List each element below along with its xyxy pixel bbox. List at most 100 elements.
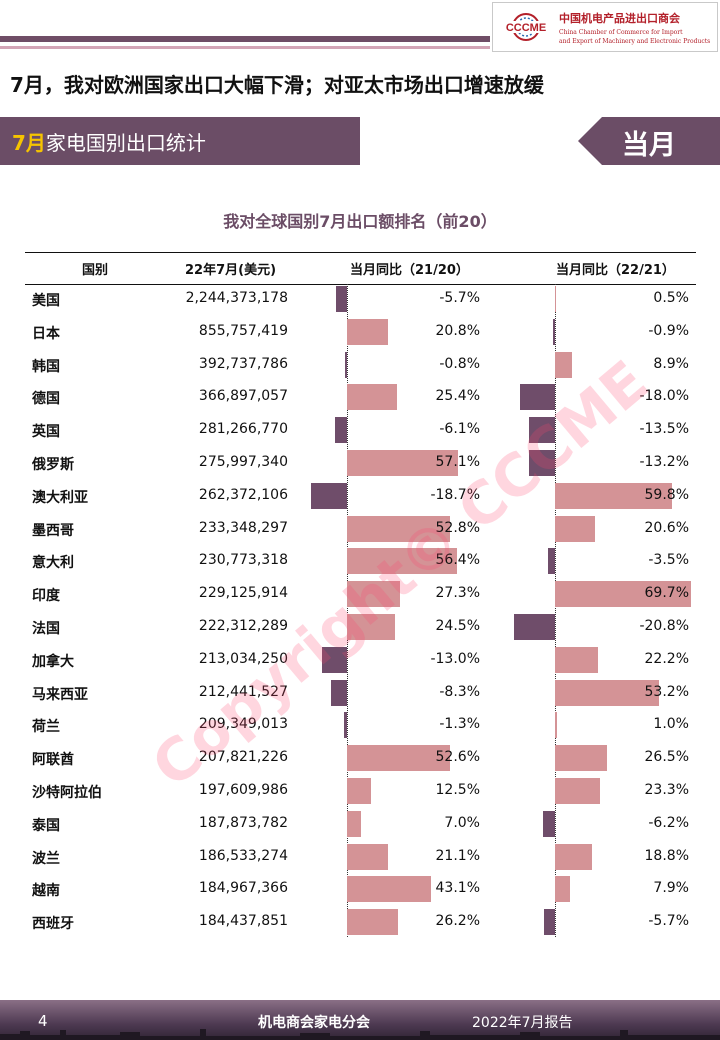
cccme-logo-mark: CCCME: [500, 13, 552, 41]
svg-text:CCCME: CCCME: [506, 22, 546, 34]
yoy-bar: [347, 450, 459, 476]
country-label: 法国: [32, 621, 60, 637]
yoy-21-20-label: -6.1%: [439, 421, 480, 438]
country-label: 德国: [32, 391, 60, 408]
footer-page-number: 4: [38, 1012, 48, 1030]
table-header-rule: [25, 284, 696, 285]
yoy-21-20-label: 57.1%: [435, 454, 480, 470]
yoy-bar: [347, 778, 372, 804]
yoy-bar: [528, 417, 555, 444]
yoy-bar: [555, 581, 691, 608]
yoy-bar: [347, 384, 397, 411]
export-value: 392,737,786: [198, 355, 288, 372]
chart-title: 我对全球国别7月出口额排名（前20）: [223, 212, 497, 231]
export-value: 197,609,986: [198, 782, 288, 798]
export-value: 366,897,057: [198, 388, 288, 405]
yoy-21-20-label: 27.3%: [435, 585, 480, 602]
country-label: 泰国: [32, 817, 60, 834]
header-value: 22年7月(美元): [185, 263, 277, 278]
country-label: 西班牙: [32, 916, 74, 933]
table-top-rule: [25, 252, 696, 253]
zero-axis-22-21: [555, 284, 556, 938]
header-yoy-21-20: 当月同比（21/20）: [350, 263, 469, 278]
yoy-bar: [555, 745, 607, 772]
yoy-22-21-label: 22.2%: [644, 650, 689, 667]
yoy-22-21-label: -3.5%: [648, 552, 689, 569]
yoy-21-20-label: -18.7%: [430, 486, 480, 503]
yoy-22-21-label: 53.2%: [644, 683, 689, 700]
footer-skyline: [0, 1029, 720, 1040]
header-stripe-light: [0, 46, 490, 49]
yoy-22-21-label: 59.8%: [644, 486, 689, 503]
yoy-bar: [347, 318, 388, 345]
yoy-bar: [555, 876, 571, 903]
yoy-bar: [347, 614, 395, 640]
country-label: 澳大利亚: [32, 489, 88, 506]
section-title-bar: 7月家电国别出口统计: [0, 117, 360, 165]
yoy-bar: [335, 417, 347, 444]
yoy-bar: [555, 286, 556, 312]
export-value: 233,348,297: [198, 519, 288, 536]
cccme-logo: CCCME 中国机电产品进出口商会 China Chamber of Comme…: [492, 2, 718, 52]
yoy-21-20-label: 25.4%: [435, 388, 480, 405]
yoy-bar: [335, 286, 347, 312]
yoy-bar: [344, 712, 347, 739]
yoy-22-21-label: 20.6%: [644, 519, 689, 536]
yoy-bar: [347, 810, 361, 837]
export-value: 184,967,366: [198, 880, 288, 897]
yoy-21-20-label: -0.8%: [439, 355, 480, 372]
yoy-bar: [555, 646, 599, 673]
month-tab: 当月: [578, 117, 720, 165]
country-label: 韩国: [32, 358, 60, 375]
section-title-month: 7月: [12, 131, 46, 155]
yoy-22-21-label: 0.5%: [653, 290, 689, 306]
yoy-22-21-label: -0.9%: [648, 322, 689, 339]
country-label: 越南: [32, 883, 60, 900]
yoy-bar: [347, 581, 401, 608]
country-label: 荷兰: [32, 719, 60, 736]
country-label: 阿联酋: [32, 752, 74, 769]
footer: 4 机电商会家电分会 2022年7月报告: [0, 1000, 720, 1040]
export-value: 213,034,250: [198, 650, 288, 667]
yoy-22-21-label: -5.7%: [648, 913, 689, 930]
country-label: 美国: [32, 293, 60, 309]
country-label: 马来西亚: [32, 686, 88, 703]
yoy-bar: [555, 679, 659, 706]
logo-name-en-2: and Export of Machinery and Electronic P…: [559, 38, 711, 45]
section-title-text: 家电国别出口统计: [45, 131, 206, 155]
yoy-21-20-label: -1.3%: [439, 716, 480, 733]
header-country: 国别: [82, 263, 109, 278]
yoy-21-20-label: 7.0%: [444, 814, 480, 831]
export-value: 186,533,274: [198, 847, 288, 864]
header-stripe: [0, 36, 490, 42]
export-value: 855,757,419: [198, 322, 288, 339]
country-label: 印度: [32, 588, 60, 605]
yoy-21-20-label: 52.8%: [435, 519, 480, 536]
yoy-bar: [548, 548, 555, 575]
yoy-21-20-label: -13.0%: [430, 650, 480, 667]
yoy-21-20-label: 26.2%: [435, 913, 480, 930]
yoy-bar: [310, 482, 347, 509]
yoy-21-20-label: 21.1%: [435, 847, 480, 864]
yoy-bar: [330, 679, 347, 706]
zero-axis-21-20: [347, 284, 348, 938]
yoy-bar: [347, 515, 450, 542]
yoy-22-21-label: 23.3%: [644, 782, 689, 798]
yoy-bar: [542, 810, 555, 837]
export-value: 229,125,914: [198, 585, 288, 602]
yoy-bar: [529, 450, 555, 476]
yoy-22-21-label: 18.8%: [644, 847, 689, 864]
country-label: 英国: [32, 424, 60, 441]
logo-name-en-1: China Chamber of Commerce for Import: [559, 29, 683, 36]
yoy-bar: [514, 614, 555, 640]
export-value: 222,312,289: [198, 618, 288, 634]
export-value: 230,773,318: [198, 552, 288, 569]
yoy-22-21-label: -18.0%: [639, 388, 689, 405]
yoy-22-21-label: -6.2%: [648, 814, 689, 831]
yoy-22-21-label: 1.0%: [653, 716, 689, 733]
yoy-bar: [553, 318, 555, 345]
logo-name-cn: 中国机电产品进出口商会: [559, 12, 680, 25]
yoy-22-21-label: 8.9%: [653, 355, 689, 372]
export-value: 212,441,527: [198, 683, 288, 700]
